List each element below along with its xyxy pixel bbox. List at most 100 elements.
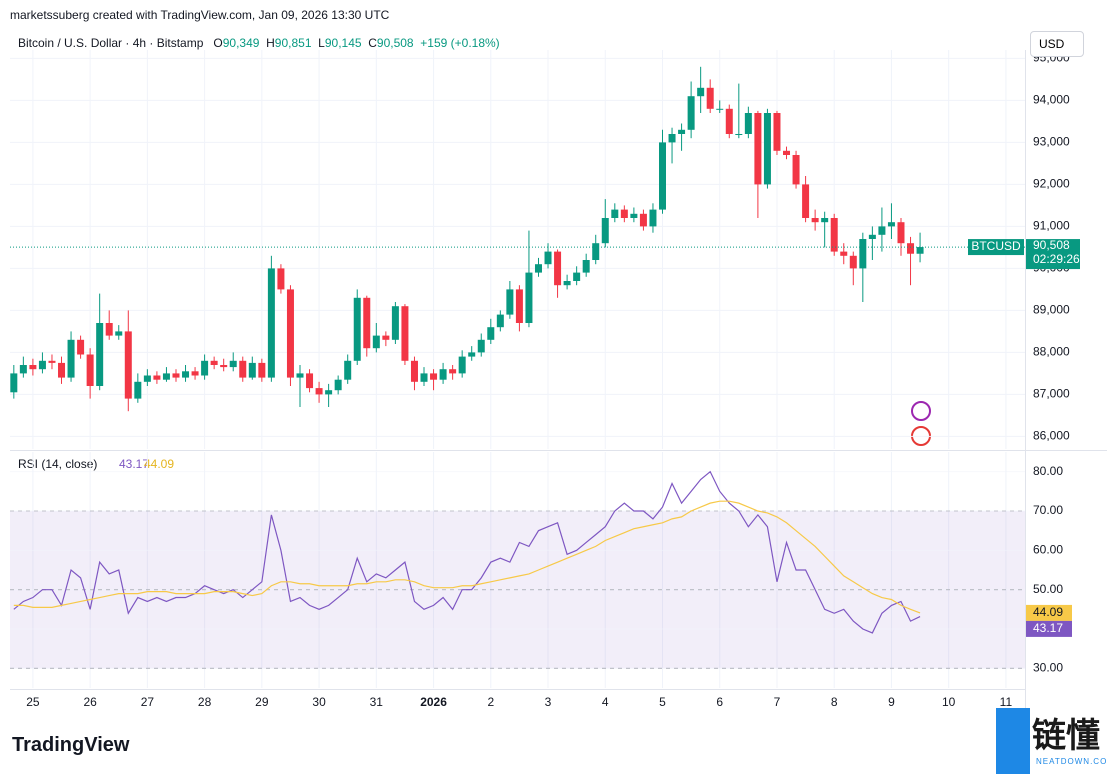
candle-body xyxy=(706,87,714,109)
candle-body xyxy=(153,375,161,380)
candle-body xyxy=(773,113,781,151)
ohlc-value: 90,508 xyxy=(376,36,414,50)
candle-body xyxy=(573,272,581,281)
x-tick-label: 4 xyxy=(602,695,609,709)
last-price-box xyxy=(1026,239,1080,270)
candle-body xyxy=(267,268,275,378)
y-tick-label: 92,000 xyxy=(1033,177,1070,191)
candle-body xyxy=(668,134,676,143)
y-tick-label: 94,000 xyxy=(1033,93,1070,107)
candle-body xyxy=(58,362,66,378)
x-tick-label: 7 xyxy=(774,695,781,709)
candle-body xyxy=(248,362,256,378)
x-tick-label: 8 xyxy=(831,695,838,709)
x-tick-label: 10 xyxy=(942,695,956,709)
candle-body xyxy=(67,339,75,378)
candle-body xyxy=(916,247,924,254)
candle-body xyxy=(687,96,695,130)
candle-body xyxy=(410,360,418,382)
candle-body xyxy=(477,339,485,353)
y-tick-label: 91,000 xyxy=(1033,219,1070,233)
watermark-sub: NEATDOWN.COM xyxy=(1036,757,1107,766)
candle-body xyxy=(344,360,352,380)
candle-body xyxy=(172,373,180,378)
candle-body xyxy=(907,243,915,254)
candle-body xyxy=(582,260,590,273)
x-tick-label: 29 xyxy=(255,695,269,709)
candle-body xyxy=(48,360,56,363)
candle-body xyxy=(592,243,600,260)
x-tick-label: 11 xyxy=(1000,695,1013,709)
candle-body xyxy=(802,184,810,218)
candle-body xyxy=(286,289,294,378)
candle-body xyxy=(162,373,170,380)
candle-body xyxy=(143,375,151,382)
ohlc-value: 90,851 xyxy=(274,36,312,50)
candle-body xyxy=(124,331,132,399)
candle-body xyxy=(639,213,647,227)
last-price-label: 90,508 xyxy=(1033,238,1070,252)
candle-body xyxy=(878,226,886,235)
ohlc-value: 90,145 xyxy=(324,36,362,50)
candle-body xyxy=(363,297,371,349)
symbol: Bitcoin / U.S. Dollar · 4h · Bitstamp xyxy=(18,36,204,50)
ohlc-label: O xyxy=(213,36,223,50)
x-tick-label: 30 xyxy=(312,695,326,709)
candle-body xyxy=(382,335,390,340)
x-tick-label: 25 xyxy=(26,695,40,709)
candle-body xyxy=(105,323,113,336)
candle-body xyxy=(763,113,771,185)
candle-body xyxy=(353,297,361,361)
x-tick-label: 26 xyxy=(83,695,97,709)
x-tick-label: 27 xyxy=(141,695,155,709)
candle-body xyxy=(487,327,495,340)
candle-body xyxy=(325,390,333,395)
candle-body xyxy=(716,108,724,110)
last-value-label: 44.09 xyxy=(1033,605,1063,619)
x-tick-label: 9 xyxy=(888,695,895,709)
ohlc-value: 90,349 xyxy=(222,36,260,50)
candle-body xyxy=(544,251,552,265)
candle-body xyxy=(678,129,686,134)
watermark-logo xyxy=(996,708,1030,774)
ohlc-label: L xyxy=(318,36,325,50)
candle-body xyxy=(830,218,838,252)
candle-body xyxy=(210,360,218,365)
candle-body xyxy=(792,155,800,185)
candle-body xyxy=(525,272,533,323)
y-tick-label: 50.00 xyxy=(1033,582,1063,596)
y-tick-label: 86,000 xyxy=(1033,429,1070,443)
candle-body xyxy=(420,373,428,382)
candle-body xyxy=(659,142,666,210)
y-tick-label: 60.00 xyxy=(1033,543,1063,557)
candle-body xyxy=(258,362,266,378)
candle-body xyxy=(506,289,514,315)
candle-body xyxy=(191,371,199,376)
ticker-label: BTCUSD xyxy=(971,239,1021,253)
y-tick-label: 88,000 xyxy=(1033,345,1070,359)
brand: TradingView xyxy=(12,734,130,756)
countdown-label: 02:29:26 xyxy=(1033,252,1080,266)
candle-body xyxy=(239,360,247,378)
candle-body xyxy=(315,388,323,395)
candle-body xyxy=(296,373,304,378)
candle-body xyxy=(115,331,123,336)
candle-body xyxy=(897,222,905,244)
candle-body xyxy=(563,281,571,286)
y-tick-label: 87,000 xyxy=(1033,387,1070,401)
candle-body xyxy=(182,371,190,378)
candle-body xyxy=(334,379,342,391)
candle-body xyxy=(849,255,857,269)
candle-body xyxy=(38,360,46,370)
candle-body xyxy=(735,134,743,135)
rsi-title: RSI (14, close) xyxy=(18,457,97,471)
candle-body xyxy=(697,87,705,97)
candle-body xyxy=(534,264,542,273)
candle-body xyxy=(601,218,609,244)
y-tick-label: 70.00 xyxy=(1033,503,1063,517)
candle-body xyxy=(220,365,228,368)
currency-button[interactable]: USD xyxy=(1030,31,1084,57)
candle-body xyxy=(201,360,209,376)
candle-body xyxy=(630,213,638,218)
